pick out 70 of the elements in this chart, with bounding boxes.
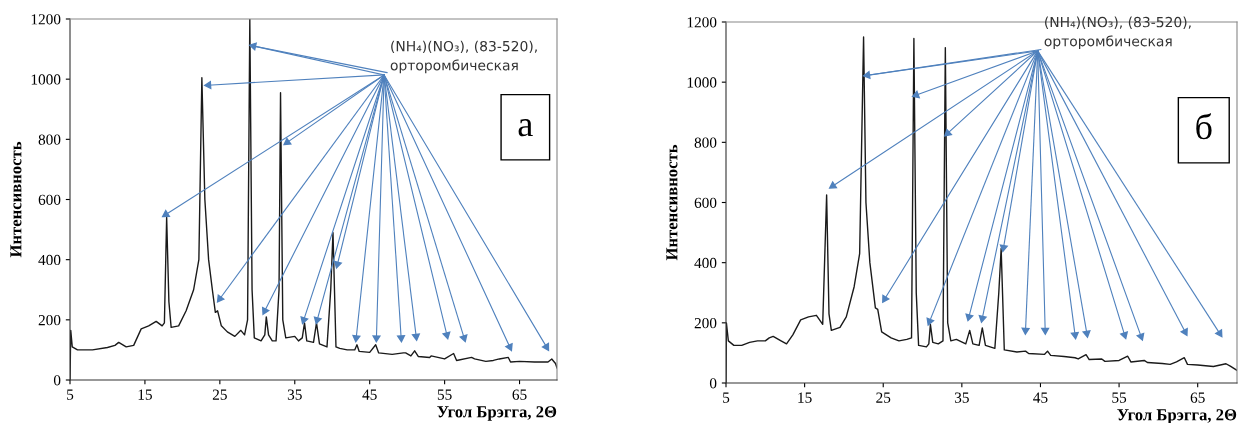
point [1041, 327, 1050, 335]
y-tick-label: 600 [694, 197, 717, 208]
point [300, 316, 309, 325]
point [459, 334, 468, 343]
point [926, 317, 935, 326]
annotation: (NH₄)(NO₃), (83-520), орторомбическая [390, 40, 537, 74]
x-tick-label: 15 [798, 392, 812, 403]
point [411, 333, 420, 341]
point [1070, 331, 1079, 340]
y-tick-label: 800 [694, 137, 717, 148]
point [978, 315, 987, 323]
point [1082, 330, 1091, 338]
y-tick-label: 0 [709, 378, 717, 389]
point [1136, 332, 1145, 341]
point [249, 42, 257, 51]
y-tick-label: 200 [694, 317, 717, 329]
point [352, 334, 361, 343]
point [505, 343, 513, 352]
point [863, 71, 871, 79]
point [882, 294, 890, 303]
point [283, 137, 292, 146]
x-tick-label: 25 [876, 392, 891, 403]
annotation: (NH₄)(NO₃), (83-520), орторомбическая [1044, 16, 1191, 50]
point [1215, 329, 1223, 338]
point [313, 316, 322, 325]
annotation: б [1196, 113, 1212, 140]
y-tick-label: 600 [38, 194, 61, 205]
point [334, 260, 342, 269]
x-tick-label: 65 [1190, 392, 1205, 403]
x-tick-label: 45 [362, 389, 377, 400]
x-tick-label: 55 [437, 389, 452, 400]
point [161, 210, 170, 218]
x-tick-label: 65 [512, 389, 527, 400]
x-tick-label: 15 [138, 389, 152, 400]
x-tick-label: 45 [1033, 392, 1048, 403]
point [204, 81, 212, 90]
y-tick-label: 1200 [31, 14, 61, 25]
x-axis-title: Угол Брэгга, 2Θ [437, 406, 557, 421]
y-axis-title: Интенсивность [666, 144, 678, 261]
point [999, 244, 1008, 253]
point [262, 306, 270, 315]
y-tick-label: 400 [694, 257, 717, 269]
x-tick-label: 5 [67, 389, 74, 400]
y-tick-label: 0 [53, 375, 61, 386]
x-tick-label: 5 [723, 392, 730, 403]
x-tick-label: 55 [1112, 392, 1127, 403]
y-tick-label: 1000 [687, 77, 717, 88]
y-axis-title: Интенсивность [10, 141, 22, 258]
point [372, 335, 381, 343]
point [965, 313, 974, 322]
y-tick-label: 200 [38, 314, 61, 326]
point [911, 90, 920, 99]
point [397, 335, 406, 343]
point [1021, 327, 1030, 335]
y-tick-label: 1000 [31, 74, 61, 85]
y-tick-label: 800 [38, 134, 61, 145]
point [442, 331, 451, 340]
point [944, 128, 953, 137]
y-tick-label: 1200 [687, 17, 717, 28]
x-tick-label: 25 [212, 389, 227, 400]
point [1120, 331, 1128, 340]
annotation: а [518, 119, 533, 137]
x-tick-label: 35 [287, 389, 302, 400]
point [1180, 327, 1188, 336]
x-tick-label: 35 [954, 392, 969, 403]
point [829, 181, 838, 189]
point [541, 342, 550, 351]
x-axis-title: Угол Брэгга, 2Θ [1117, 409, 1237, 423]
y-tick-label: 400 [38, 254, 61, 266]
point [216, 294, 225, 303]
